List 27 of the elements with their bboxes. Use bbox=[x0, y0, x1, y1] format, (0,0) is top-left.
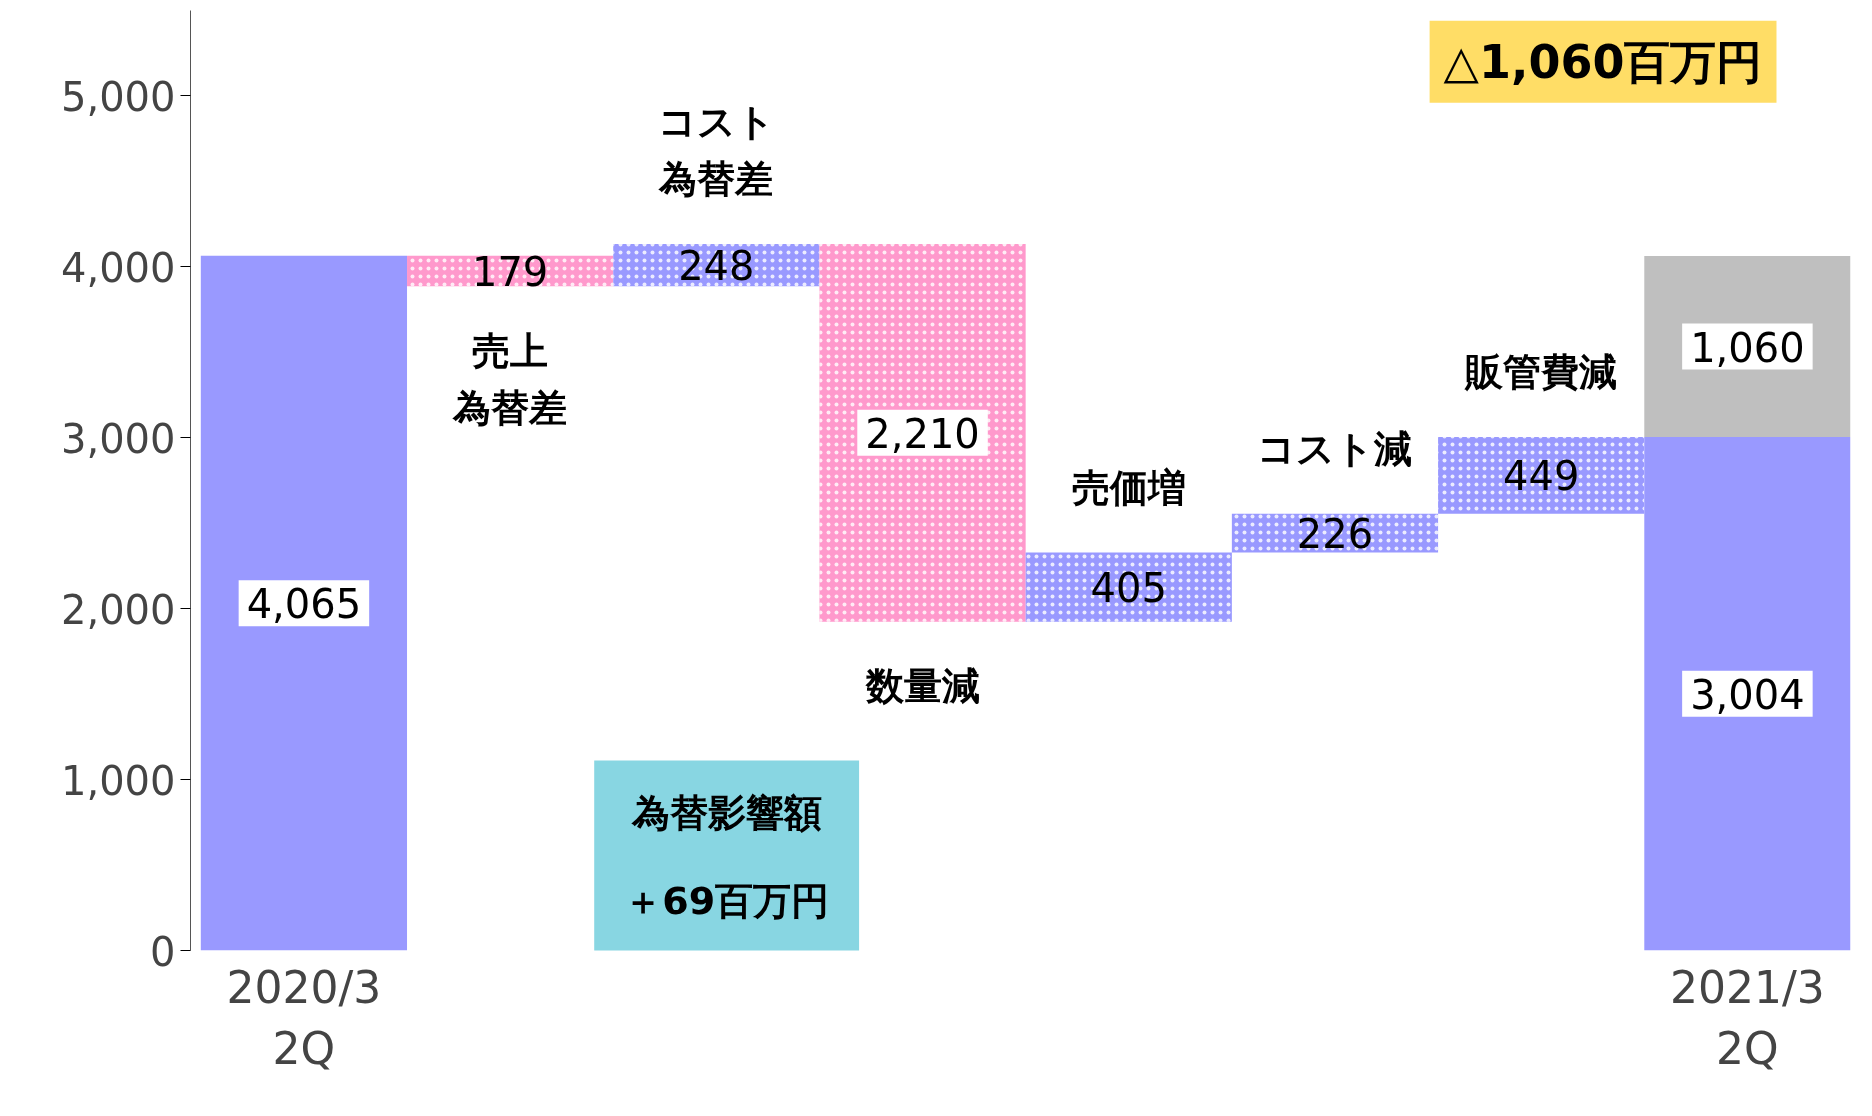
annotation: コスト減 bbox=[1257, 427, 1413, 472]
annotation: 売上為替差 bbox=[452, 329, 568, 431]
data-label: 226 bbox=[1296, 511, 1374, 558]
annotation: 数量減 bbox=[864, 664, 980, 709]
y-tick-label: 4,000 bbox=[60, 244, 176, 291]
y-tick-label: 3,000 bbox=[60, 415, 176, 462]
data-label: 2,210 bbox=[865, 410, 980, 457]
annotation: △1,060百万円 bbox=[1443, 34, 1763, 89]
y-tick-label: 0 bbox=[150, 928, 176, 975]
data-label: 4,065 bbox=[246, 581, 362, 628]
y-tick-label: 2,000 bbox=[60, 586, 176, 633]
annotation: 売価増 bbox=[1071, 465, 1186, 510]
data-label: 1,060 bbox=[1690, 324, 1805, 371]
data-label: 3,004 bbox=[1690, 671, 1805, 718]
data-label: 449 bbox=[1503, 453, 1580, 500]
x-tick-label: 2020/3 2Q bbox=[226, 961, 382, 1074]
y-tick-label: 1,000 bbox=[60, 757, 176, 804]
annotation: 販管費減 bbox=[1464, 350, 1618, 395]
annotation: 為替影響額＋69百万円 bbox=[624, 790, 830, 923]
data-label: 179 bbox=[471, 249, 549, 296]
bar bbox=[1644, 437, 1851, 951]
data-label: 405 bbox=[1090, 565, 1167, 612]
x-tick-label: 2021/3 2Q bbox=[1670, 961, 1825, 1074]
data-label: 248 bbox=[678, 243, 755, 290]
y-tick-label: 5,000 bbox=[60, 73, 176, 120]
annotation: コスト為替差 bbox=[657, 100, 775, 202]
bar bbox=[200, 255, 408, 951]
